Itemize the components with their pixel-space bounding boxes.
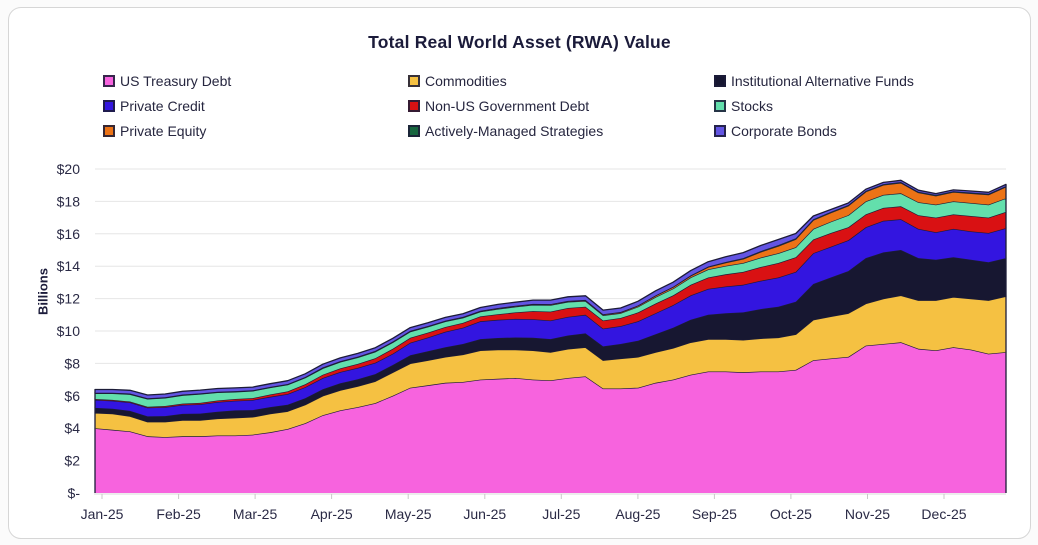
legend-item: Institutional Alternative Funds (714, 72, 1003, 89)
y-axis-tick-label: $14 (57, 258, 81, 274)
y-axis-tick-label: $10 (57, 323, 81, 339)
y-axis-tick-label: $6 (64, 388, 80, 404)
legend-item: Stocks (714, 97, 1003, 114)
legend-item-label: Commodities (425, 72, 507, 89)
x-axis-label: Apr-25 (311, 506, 353, 522)
x-axis-label: Dec-25 (921, 506, 966, 522)
legend-item: Private Equity (103, 122, 408, 139)
legend-item-label: Institutional Alternative Funds (731, 72, 914, 89)
legend-swatch-icon (408, 74, 420, 87)
legend-item-label: US Treasury Debt (120, 72, 232, 89)
chart-title: Total Real World Asset (RWA) Value (368, 32, 671, 52)
legend-item-label: Stocks (731, 97, 774, 114)
x-axis-label: Oct-25 (770, 506, 812, 522)
legend-swatch-icon (714, 99, 726, 112)
x-axis-label: Aug-25 (615, 506, 660, 522)
x-axis-label: Sep-25 (692, 506, 737, 522)
area-band-commodities (95, 295, 1006, 438)
legend-item: Corporate Bonds (714, 122, 1003, 139)
y-axis-tick-label: $8 (64, 355, 80, 371)
legend-swatch-icon (103, 99, 115, 112)
y-axis-tick-label: $- (68, 485, 81, 501)
legend-item: Actively-Managed Strategies (408, 122, 714, 139)
legend-item-label: Actively-Managed Strategies (425, 122, 604, 139)
x-axis-label: Jun-25 (463, 506, 506, 522)
legend-swatch-icon (103, 124, 115, 137)
y-axis-tick-label: $2 (64, 453, 80, 469)
legend-item: US Treasury Debt (103, 72, 408, 89)
x-axis-label: Jan-25 (81, 506, 124, 522)
legend-item-label: Non-US Government Debt (425, 97, 590, 114)
legend-swatch-icon (714, 74, 726, 87)
x-axis-label: Feb-25 (156, 506, 201, 522)
legend-swatch-icon (103, 74, 115, 87)
legend-item: Non-US Government Debt (408, 97, 714, 114)
legend-item: Commodities (408, 72, 714, 89)
legend-item-label: Corporate Bonds (731, 122, 837, 139)
legend-swatch-icon (408, 124, 420, 137)
area-band-us-treasury-debt (95, 342, 1006, 493)
area-band-institutional-alternative-funds (95, 250, 1006, 422)
legend-item-label: Private Credit (120, 97, 205, 114)
chart-legend: US Treasury Debt Commodities Institutional… (103, 72, 1003, 139)
y-axis-tick-label: $18 (57, 193, 81, 209)
legend-swatch-icon (408, 99, 420, 112)
legend-item-label: Private Equity (120, 122, 207, 139)
x-axis-label: Jul-25 (542, 506, 580, 522)
y-axis-tick-label: $4 (64, 420, 80, 436)
y-axis-tick-label: $20 (57, 161, 81, 177)
area-band-non-us-government-debt (95, 206, 1006, 408)
area-band-private-credit (95, 219, 1006, 417)
x-axis-label: Nov-25 (845, 506, 890, 522)
legend-swatch-icon (714, 124, 726, 137)
y-axis-tick-label: $12 (57, 291, 81, 307)
x-axis-label: Mar-25 (233, 506, 278, 522)
area-outline-corporate-bonds (94, 179, 1007, 396)
x-axis-label: May-25 (385, 506, 432, 522)
y-axis-tick-label: $16 (57, 226, 81, 242)
legend-item: Private Credit (103, 97, 408, 114)
